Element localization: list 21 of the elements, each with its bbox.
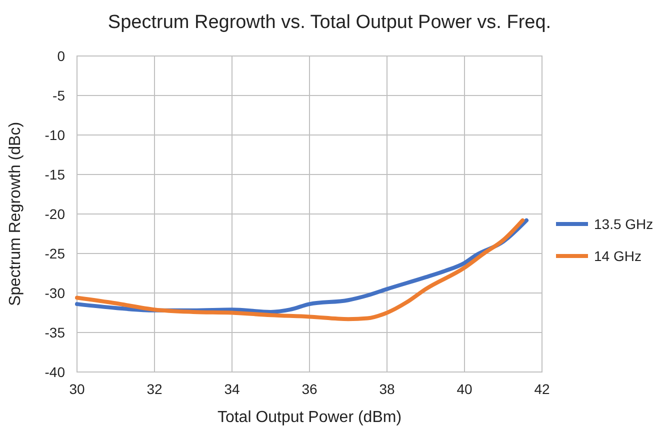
legend-label: 13.5 GHz (594, 216, 654, 232)
y-tick-label: -5 (52, 88, 66, 104)
chart-title: Spectrum Regrowth vs. Total Output Power vs. Freq. (108, 12, 552, 33)
y-tick-label: -40 (44, 364, 66, 380)
x-tick-label: 40 (456, 381, 472, 397)
x-tick-label: 34 (224, 381, 240, 397)
x-tick-label: 30 (69, 381, 85, 397)
y-tick-label: -15 (44, 166, 66, 182)
x-tick-label: 38 (379, 381, 395, 397)
y-tick-label: -30 (44, 285, 66, 301)
y-tick-label: -35 (44, 324, 66, 340)
x-tick-label: 32 (146, 381, 162, 397)
y-tick-label: -25 (44, 246, 66, 262)
x-tick-label: 42 (534, 381, 550, 397)
legend-label: 14 GHz (594, 248, 642, 264)
y-tick-label: 0 (57, 48, 66, 64)
y-tick-label: -10 (44, 127, 66, 143)
x-tick-label: 36 (302, 381, 318, 397)
y-tick-label: -20 (44, 206, 66, 222)
y-axis-title: Spectrum Regrowth (dBc) (7, 122, 24, 306)
x-axis-title: Total Output Power (dBm) (217, 409, 402, 426)
